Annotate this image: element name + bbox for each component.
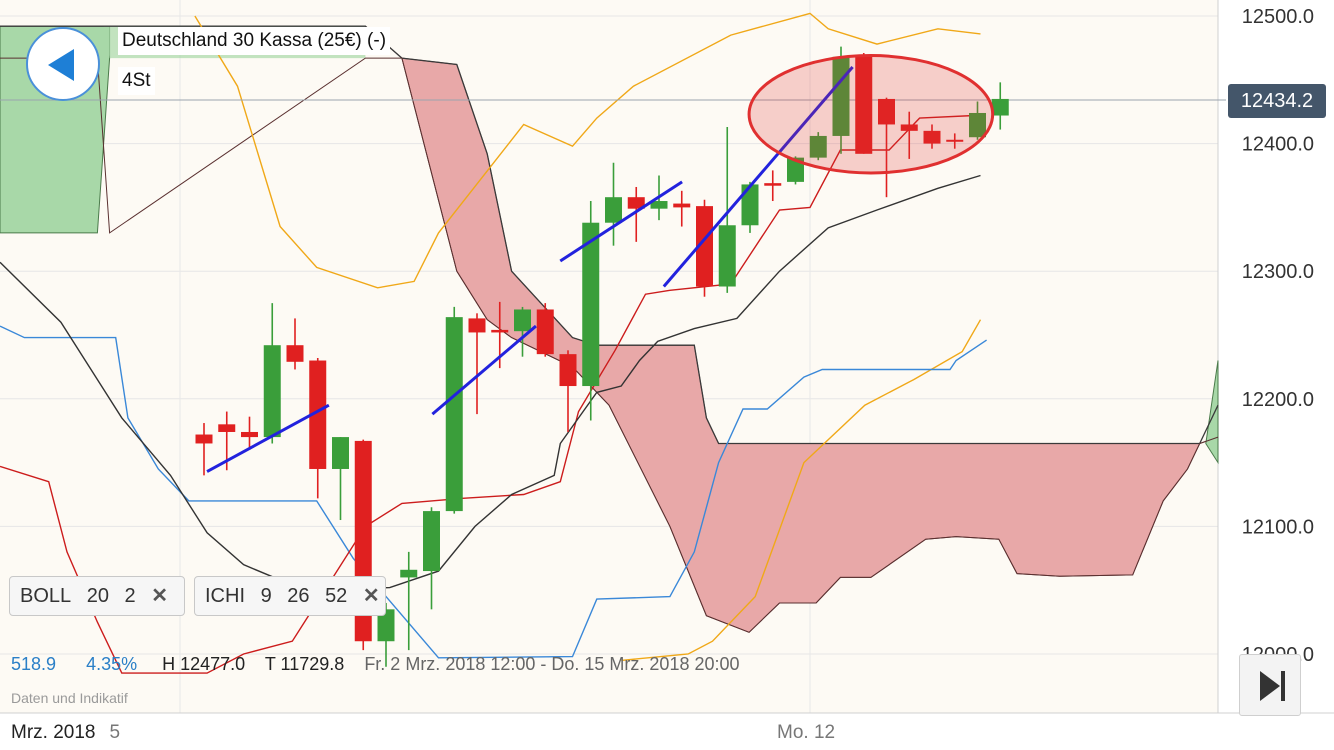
candle-body <box>923 130 941 144</box>
candle-body <box>946 139 964 142</box>
trendline <box>206 403 330 473</box>
y-axis-tick-label: 12500.0 <box>1242 6 1314 28</box>
x-axis-month-label: Mrz. 2018 <box>11 722 96 743</box>
stats-bar: 518.9 4.35% H 12477.0 T 11729.8 Fr. 2 Mr… <box>11 654 740 675</box>
high-value: H 12477.0 <box>162 654 246 674</box>
candle-body <box>195 434 213 444</box>
candle-body <box>445 317 463 512</box>
trendline <box>662 66 854 288</box>
tenkan-sen <box>0 114 975 674</box>
candle-body <box>673 203 691 208</box>
arrow-left-icon <box>48 49 74 81</box>
candle-body <box>218 424 236 432</box>
candle-body <box>263 345 281 438</box>
candle-body <box>582 222 600 387</box>
close-icon[interactable]: ✕ <box>151 585 168 607</box>
candle-body <box>627 197 645 209</box>
candle-body <box>605 197 622 223</box>
candle-body <box>400 569 418 578</box>
last-price-tag: 12434.2 <box>1228 84 1326 118</box>
x-axis-month: Mrz. 2018 5 <box>11 722 120 744</box>
indicator-name: BOLL <box>20 585 72 607</box>
candle-body <box>536 309 554 355</box>
back-button[interactable] <box>26 27 100 101</box>
candle-body <box>991 98 1009 116</box>
indicator-param: 9 <box>260 585 272 607</box>
candle-body <box>650 201 668 209</box>
indicator-param: 20 <box>86 585 109 607</box>
low-value: T 11729.8 <box>264 654 345 674</box>
indicator-param: 52 <box>325 585 348 607</box>
candle-body <box>741 184 759 226</box>
candle-body <box>241 431 258 438</box>
indicator-param: 26 <box>287 585 310 607</box>
candle-body <box>809 135 827 158</box>
indicator-param: 2 <box>124 585 136 607</box>
candle-body <box>559 354 577 387</box>
candle-body <box>286 345 304 362</box>
range-value: 518.9 <box>11 654 57 674</box>
candle-body <box>377 609 395 642</box>
candle-body <box>969 112 986 138</box>
timeframe-label[interactable]: 4St <box>118 67 155 95</box>
pct-value: 4.35% <box>86 654 138 674</box>
indicator-name: ICHI <box>205 585 245 607</box>
chikou-span <box>0 325 987 659</box>
bollinger-upper <box>194 12 981 289</box>
candle-body <box>855 56 873 154</box>
indicator-boll[interactable]: BOLL 20 2 ✕ <box>9 576 185 616</box>
candle-body <box>491 329 509 333</box>
instrument-title: Deutschland 30 Kassa (25€) (-) <box>118 27 391 55</box>
candle-body <box>718 225 736 287</box>
bollinger-lower <box>621 319 982 662</box>
y-axis-tick-label: 12200.0 <box>1242 389 1314 411</box>
highlight-ellipse <box>747 54 995 175</box>
senkou-span-b <box>0 57 1219 633</box>
y-axis-tick-label: 12100.0 <box>1242 516 1314 538</box>
x-axis-day-label: Mo. 12 <box>777 722 836 743</box>
candle-body <box>878 98 895 125</box>
candle-body <box>332 437 349 469</box>
y-axis-tick-label: 12400.0 <box>1242 134 1314 156</box>
candle-body <box>787 157 804 182</box>
close-icon[interactable]: ✕ <box>362 585 380 607</box>
candle-body <box>423 511 440 572</box>
candle-body <box>900 124 918 131</box>
skip-end-icon <box>1260 671 1285 701</box>
candle-body <box>764 183 782 186</box>
trendline <box>431 324 537 416</box>
cloud-bull <box>1205 360 1219 465</box>
candle-body <box>514 309 531 332</box>
watermark: Daten und Indikatif <box>11 690 128 706</box>
trendline <box>559 180 683 263</box>
candle-body <box>309 360 327 469</box>
y-axis-tick-label: 12300.0 <box>1242 261 1314 283</box>
candle-body <box>468 318 486 333</box>
x-axis-day-label: 5 <box>109 722 121 743</box>
period-range: Fr. 2 Mrz. 2018 12:00 - Do. 15 Mrz. 2018… <box>364 654 740 674</box>
kijun-sen <box>0 174 981 591</box>
indicator-ichi[interactable]: ICHI 9 26 52 ✕ <box>194 576 386 616</box>
candle-body <box>696 206 713 287</box>
jump-to-latest-button[interactable] <box>1239 654 1301 716</box>
